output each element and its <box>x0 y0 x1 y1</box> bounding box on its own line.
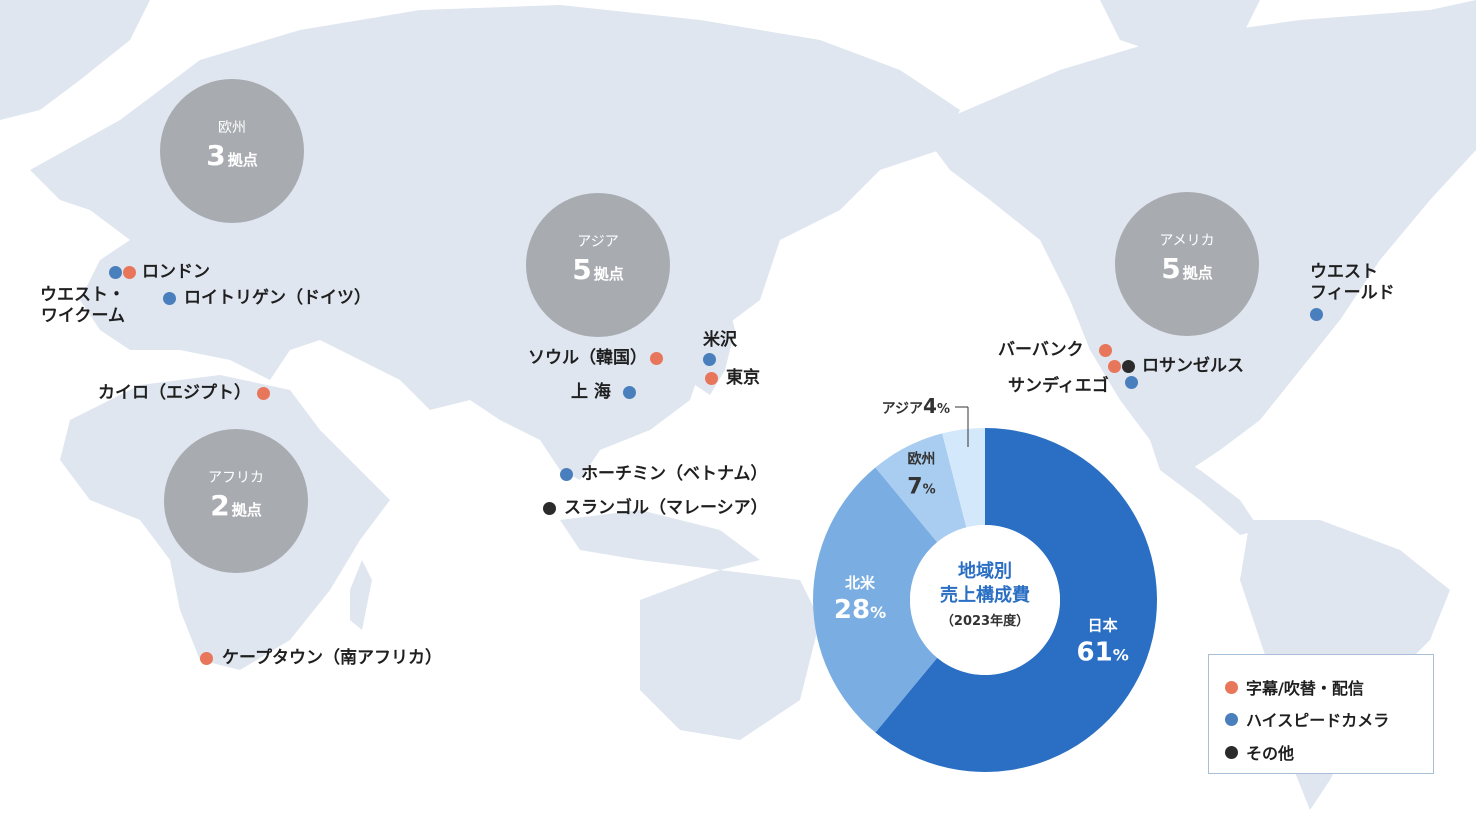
location-label-london: ロンドン <box>142 262 210 282</box>
region-europe-circle: 欧州 3 拠点 <box>160 79 304 223</box>
legend-label-subtitles: 字幕/吹替・配信 <box>1246 679 1364 698</box>
region-count: 5 拠点 <box>572 253 624 286</box>
slice-name-label: 欧州 <box>907 450 935 467</box>
location-label-shanghai: 上 海 <box>571 382 611 402</box>
location-label-subang: スランゴル（マレーシア） <box>564 498 768 518</box>
chart-subtitle: （2023年度） <box>941 613 1029 629</box>
donut-slice <box>875 433 967 543</box>
location-label-burbank: バーバンク <box>998 340 1084 360</box>
legend-label-other: その他 <box>1246 744 1295 763</box>
chart-title-line1: 地域別 <box>958 560 1012 582</box>
location-label-yonezawa: 米沢 <box>703 330 737 350</box>
donut-hole <box>910 525 1060 675</box>
donut-slice <box>875 428 1157 772</box>
region-name: アフリカ <box>208 470 264 486</box>
region-count: 5 拠点 <box>1161 252 1213 285</box>
location-label-los-angeles: ロサンゼルス <box>1142 356 1244 376</box>
donut-slice <box>942 428 985 528</box>
region-asia-circle: アジア 5 拠点 <box>526 193 670 337</box>
legend-label-camera: ハイスピードカメラ <box>1246 711 1390 730</box>
slice-name-label: 日本 <box>1088 616 1118 634</box>
region-africa-circle: アフリカ 2 拠点 <box>164 429 308 573</box>
marker-cairo <box>257 387 270 400</box>
location-label-cape-town: ケープタウン（南アフリカ） <box>222 648 442 668</box>
location-label-seoul: ソウル（韓国） <box>528 348 647 368</box>
marker-los-angeles <box>1122 360 1135 373</box>
marker-subang <box>543 502 556 515</box>
marker-los-angeles-orange <box>1108 360 1121 373</box>
legend-dot-orange <box>1225 681 1238 694</box>
region-count: 2 拠点 <box>210 489 262 522</box>
slice-name-label: 北米 <box>845 574 876 592</box>
donut-slice <box>813 467 938 733</box>
marker-tokyo <box>705 372 718 385</box>
slice-label-asia: アジア4% <box>882 395 950 418</box>
region-name: アメリカ <box>1159 233 1215 249</box>
sales-donut-chart: 日本 61% 北米 28% 欧州 7% アジア4% 地域別 売上構成費 （2023年度） <box>813 395 1157 772</box>
marker-cape-town <box>200 652 213 665</box>
region-name: 欧州 <box>218 120 246 136</box>
marker-seoul <box>650 352 663 365</box>
location-label-reutlingen: ロイトリゲン（ドイツ） <box>184 288 371 308</box>
region-name: アジア <box>577 234 619 250</box>
region-count: 3 拠点 <box>206 139 258 172</box>
marker-burbank <box>1099 344 1112 357</box>
marker-westfield <box>1310 308 1323 321</box>
region-americas-circle: アメリカ 5 拠点 <box>1115 192 1259 336</box>
marker-san-diego <box>1125 376 1138 389</box>
chart-title-line2: 売上構成費 <box>940 584 1030 606</box>
legend: 字幕/吹替・配信 ハイスピードカメラ その他 <box>1208 654 1434 774</box>
legend-item-subtitles: 字幕/吹替・配信 <box>1225 675 1364 699</box>
legend-item-camera: ハイスピードカメラ <box>1225 707 1389 731</box>
location-label-tokyo: 東京 <box>726 368 760 388</box>
legend-item-other: その他 <box>1225 740 1294 764</box>
location-label-san-diego: サンディエゴ <box>1008 376 1109 396</box>
location-label-ho-chi-minh: ホーチミン（ベトナム） <box>581 464 768 484</box>
legend-dot-black <box>1225 746 1238 759</box>
location-label-westfield: ウエスト フィールド <box>1310 262 1395 303</box>
location-label-west-wycombe: ウエスト・ ワイクーム <box>40 285 125 326</box>
marker-reutlingen <box>163 292 176 305</box>
location-label-cairo: カイロ（エジプト） <box>98 383 251 403</box>
slice-value-label: 7% <box>907 474 935 499</box>
marker-west-wycombe <box>109 266 122 279</box>
slice-value-label: 28% <box>834 595 886 625</box>
marker-ho-chi-minh <box>560 468 573 481</box>
marker-yonezawa <box>703 353 716 366</box>
marker-shanghai <box>623 386 636 399</box>
legend-dot-blue <box>1225 713 1238 726</box>
marker-london <box>123 266 136 279</box>
slice-value-label: 61% <box>1077 637 1129 667</box>
